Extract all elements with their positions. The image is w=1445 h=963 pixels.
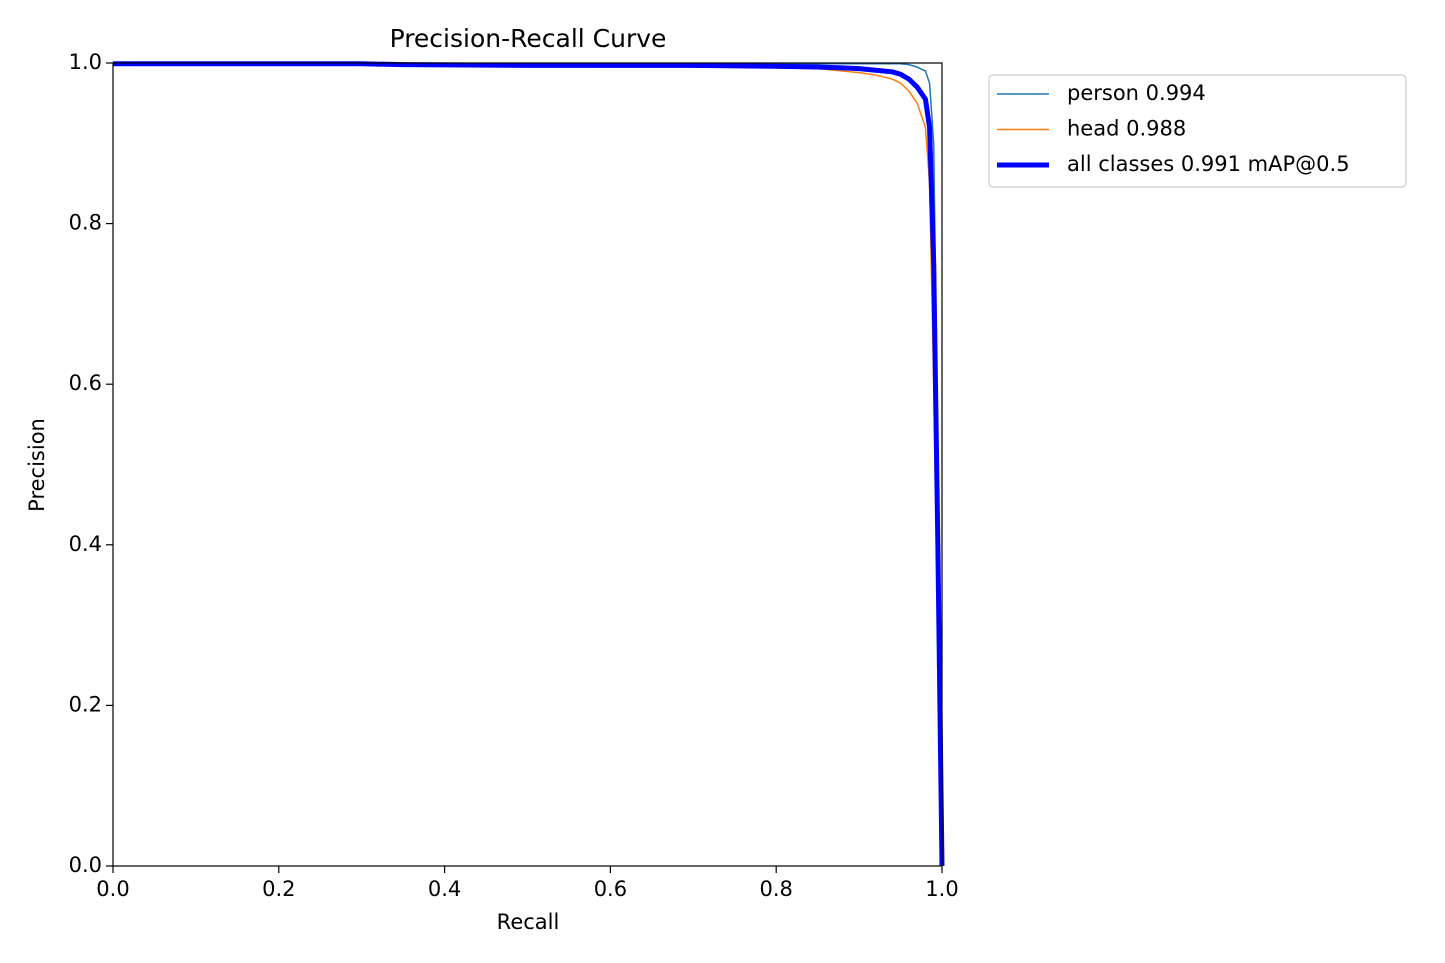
x-tick-label: 0.4: [428, 877, 461, 901]
chart-title: Precision-Recall Curve: [390, 24, 667, 53]
y-tick-label: 0.6: [69, 371, 102, 395]
y-tick-label: 0.0: [69, 853, 102, 877]
legend-label: head 0.988: [1067, 117, 1186, 141]
x-tick-label: 0.6: [594, 877, 627, 901]
series-line: [113, 63, 943, 867]
y-tick-label: 1.0: [69, 50, 102, 74]
series-line: [113, 62, 943, 867]
y-tick-label: 0.8: [69, 211, 102, 235]
x-tick-label: 1.0: [925, 877, 958, 901]
x-tick-label: 0.8: [759, 877, 792, 901]
legend-box: [988, 74, 1407, 188]
y-axis-label: Precision: [25, 418, 49, 512]
legend-label: all classes 0.991 mAP@0.5: [1067, 152, 1350, 176]
legend-label: person 0.994: [1067, 81, 1206, 105]
y-tick-label: 0.4: [69, 532, 102, 556]
x-tick-label: 0.2: [262, 877, 295, 901]
plot-frame: [112, 62, 943, 867]
x-axis-label: Recall: [497, 910, 560, 934]
x-tick-label: 0.0: [96, 877, 129, 901]
y-tick-label: 0.2: [69, 692, 102, 716]
series-line: [113, 61, 945, 867]
